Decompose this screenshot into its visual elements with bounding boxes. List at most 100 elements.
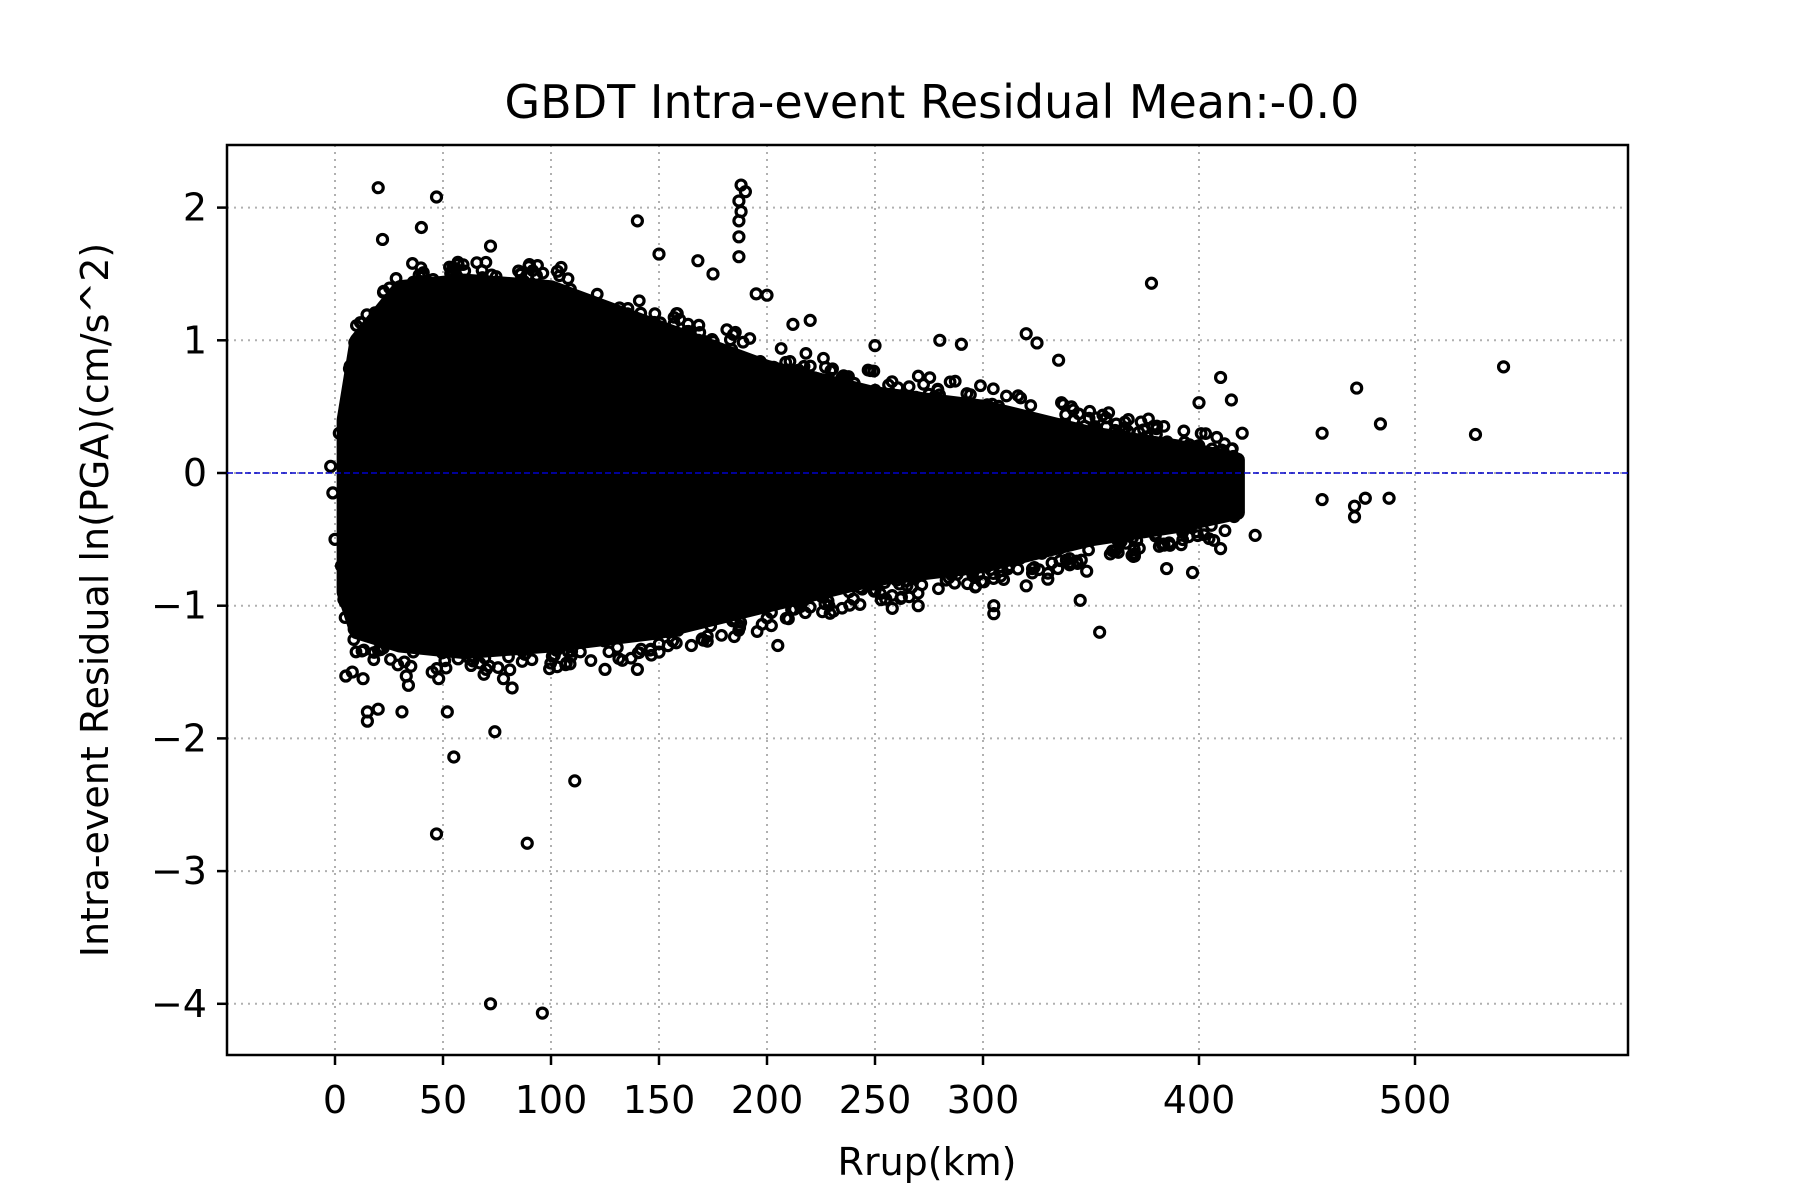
cloud-edge-point [987,572,1000,585]
data-point [987,607,1001,621]
cloud-edge-point [414,261,428,275]
data-point [684,638,699,653]
cloud-edge-point [426,273,440,286]
x-axis-label: Rrup(km) [838,1140,1017,1184]
cloud-edge-point [803,359,817,373]
data-point [324,459,338,473]
cloud-edge-point [902,380,916,394]
data-point [846,592,861,606]
data-point [375,232,390,247]
data-point [727,612,742,626]
cloud-edge-point [353,316,367,329]
cloud-edge-point [931,382,945,396]
cloud-edge-point [1071,557,1084,571]
cloud-edge-point [985,397,999,411]
cloud-edge-point [1113,532,1127,546]
cloud-edge-point [349,645,363,659]
cloud-edge-point [835,371,849,384]
cloud-edge-point [389,272,403,285]
chart-title: GBDT Intra-event Residual Mean:-0.0 [505,75,1360,129]
cloud-edge-point [342,362,356,376]
y-tick-label: −3 [151,849,207,893]
data-point [341,592,355,606]
y-axis-label: Intra-event Residual ln(PGA)(cm/s^2) [73,243,117,958]
data-point [1224,393,1239,407]
cloud-edge-point [1035,547,1049,560]
data-point [1496,360,1511,374]
cloud-edge-point [397,655,411,669]
cloud-edge-point [1013,552,1027,565]
cloud-edge-point [1105,544,1119,558]
cloud-edge-point [531,258,544,272]
cloud-edge-point [1227,510,1241,524]
cloud-edge-point [948,374,962,388]
data-point [764,619,778,633]
cloud-edge-point [1226,449,1240,463]
data-point [565,634,580,649]
cloud-edge-point [1041,566,1055,580]
cloud-edge-point [634,306,648,320]
data-point [1350,381,1364,395]
cloud-edge-point [816,605,829,619]
data-point [520,836,534,850]
data-point [803,313,817,327]
cloud-edge-point [1088,424,1102,438]
data-point [1144,276,1159,290]
data-point [479,662,493,676]
data-point [1185,565,1200,580]
cloud-edge-point [986,382,1000,396]
cloud-edge-point [774,342,788,355]
data-point [760,288,774,302]
cloud-edge-point [1011,389,1025,403]
cloud-edge-point [823,607,837,620]
data-point [401,678,416,692]
data-point [440,705,454,719]
cloud-edge-point [412,268,426,282]
y-axis-ticks: 2 1 0 −1 −2 −3 −4 [151,186,227,1026]
data-point [544,638,558,653]
cloud-edge-point [795,596,809,610]
cloud-edge-point [1024,399,1038,412]
cloud-edge-point [961,577,974,591]
data-point [360,714,374,728]
x-tick-label: 250 [839,1078,912,1122]
data-point [1315,492,1329,507]
data-point [429,190,444,204]
data-point [1468,427,1483,442]
cloud-edge-point [923,371,937,385]
data-point [395,705,409,719]
y-tick-label: −1 [151,584,207,628]
cloud-edge-point [1055,396,1068,409]
cloud-edge-point [706,339,719,353]
cloud-edge-point [726,614,739,628]
data-point [732,214,746,228]
data-point [451,652,465,666]
cloud-edge-point [602,645,616,659]
cloud-edge-point [911,369,925,383]
x-tick-label: 500 [1379,1078,1452,1122]
cloud-edge-point [704,619,718,633]
cloud-edge-point [368,306,382,320]
data-point [488,725,502,739]
data-point [1030,336,1044,350]
cloud-edge-point [841,579,855,593]
cloud-edge-point [808,371,822,385]
data-point [1213,370,1228,385]
cloud-edge-point [374,643,388,657]
cloud-edge-point [1182,530,1196,544]
cloud-edge-point [490,275,504,289]
cloud-edge-point [1082,411,1096,425]
data-point [911,599,925,613]
data-point [1159,561,1174,576]
cloud-edge-point [1053,541,1067,555]
cloud-edge-point [1099,530,1113,544]
data-point [652,645,666,659]
data-point [1073,593,1087,607]
cloud-edge-point [853,581,867,595]
data-point [527,638,541,653]
cloud-edge-point [448,263,462,277]
cloud-edge-point [367,653,381,667]
cloud-edge-point [1152,540,1166,553]
x-tick-label: 50 [419,1078,467,1122]
cloud-edge-point [1134,415,1148,429]
